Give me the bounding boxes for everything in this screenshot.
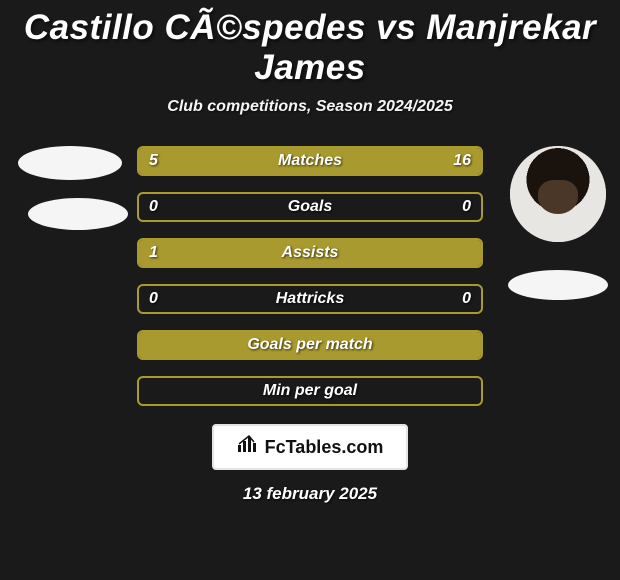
player-left-avatar-placeholder [18,146,122,180]
stat-value-left: 1 [139,240,168,266]
stat-row: 516Matches [137,146,483,176]
page-subtitle: Club competitions, Season 2024/2025 [0,98,620,116]
source-logo: FcTables.com [212,424,408,470]
comparison-card: Castillo CÃ©spedes vs Manjrekar James Cl… [0,0,620,504]
player-right-avatar [510,146,606,242]
stat-fill-left [139,240,481,266]
player-left-club-placeholder [28,198,128,230]
stat-row: 1Assists [137,238,483,268]
player-right-column [508,146,608,300]
chart-icon [237,435,259,459]
stats-area: 516Matches00Goals1Assists00HattricksGoal… [0,146,620,406]
stat-value-right [461,240,481,266]
stat-label: Min per goal [139,378,481,404]
footer-date: 13 february 2025 [0,484,620,504]
stat-row: 0 0Goals [137,192,483,222]
player-right-club-placeholder [508,270,608,300]
stat-value-right: 16 [443,148,481,174]
stat-value-left: 0 [139,194,168,220]
stat-value-left: 5 [139,148,168,174]
player-left-column [12,146,128,230]
source-logo-text: FcTables.com [265,437,384,458]
stat-fill-left [139,332,481,358]
stat-value-left: 0 [139,286,168,312]
stat-value-right: 0 [452,286,481,312]
stat-fill-right [221,148,481,174]
player-right-photo [510,146,606,242]
stat-bars: 516Matches00Goals1Assists00HattricksGoal… [137,146,483,406]
stat-label: Hattricks [139,286,481,312]
stat-value-right: 0 [452,194,481,220]
stat-row: Goals per match [137,330,483,360]
page-title: Castillo CÃ©spedes vs Manjrekar James [0,8,620,88]
stat-row: Min per goal [137,376,483,406]
stat-row: 0 0Hattricks [137,284,483,314]
stat-label: Goals [139,194,481,220]
